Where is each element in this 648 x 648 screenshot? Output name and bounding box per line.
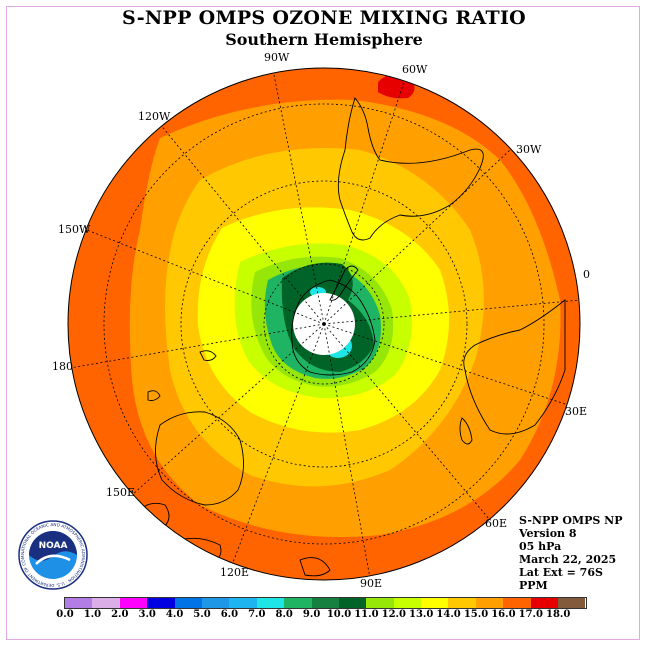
coastlines [139, 97, 566, 577]
lon-label-120w: 120W [138, 110, 171, 123]
lon-label-60w: 60W [402, 63, 428, 76]
info-version: Version 8 [519, 527, 577, 540]
colorbar-tick-label: 0.0 [56, 609, 74, 620]
colorbar-swatch [366, 598, 394, 608]
colorbar-tick-label: 17.0 [518, 609, 543, 620]
colorbar-tick-label: 3.0 [138, 609, 156, 620]
colorbar-swatch [503, 598, 531, 608]
colorbar-swatch [558, 598, 586, 608]
info-date: March 22, 2025 [519, 553, 617, 566]
colorbar-tick-label: 18.0 [546, 609, 571, 620]
colorbar-tick-label: 12.0 [381, 609, 406, 620]
lon-label-60e: 60E [485, 517, 508, 530]
lon-label-150e: 150E [106, 486, 136, 499]
colorbar-tick-label: 5.0 [193, 609, 211, 620]
colorbar-swatch [147, 598, 175, 608]
colorbar-tick-label: 10.0 [326, 609, 352, 620]
colorbar-tick-label: 6.0 [220, 609, 239, 620]
colorbar-swatch [448, 598, 476, 608]
colorbar-swatch [119, 598, 148, 608]
image-frame [6, 6, 640, 640]
colorbar-swatch [311, 598, 339, 608]
colorbar-tick-label: 2.0 [111, 609, 129, 620]
info-units: PPM [519, 579, 548, 592]
lon-label-180: 180 [52, 360, 73, 373]
colorbar-tick-label: 11.0 [354, 609, 379, 620]
colorbar-tick-label: 9.0 [302, 609, 321, 620]
colorbar-tick-label: 4.0 [165, 609, 184, 620]
colorbar-swatch [229, 598, 257, 608]
ozone-field [68, 68, 580, 580]
colorbar-tick-label: 13.0 [409, 609, 434, 620]
colorbar-swatch [256, 598, 285, 608]
info-product: S-NPP OMPS NP [519, 514, 623, 527]
map-title: S-NPP OMPS OZONE MIXING RATIO [121, 7, 527, 29]
lon-label-30e: 30E [565, 405, 588, 418]
colorbar-tick-label: 15.0 [463, 609, 489, 620]
lon-label-150w: 150W [58, 223, 91, 236]
graticule [69, 69, 580, 579]
colorbar-swatch [174, 598, 202, 608]
colorbar-tick-label: 7.0 [248, 609, 266, 620]
product-info: S-NPP OMPS NP Version 8 05 hPa March 22,… [519, 514, 622, 592]
colorbar-tick-label: 8.0 [275, 609, 293, 620]
colorbar-tick-label: 1.0 [83, 609, 102, 620]
lon-label-90e: 90E [360, 577, 383, 590]
info-level: 05 hPa [519, 540, 562, 553]
colorbar-swatch [201, 598, 230, 608]
lon-label-30w: 30W [516, 143, 542, 156]
map-subtitle: Southern Hemisphere [225, 30, 423, 49]
noaa-logo-text: NOAA [39, 541, 68, 551]
map-border [67, 67, 581, 581]
colorbar-tick-label: 16.0 [491, 609, 516, 620]
colorbar-swatch [92, 598, 120, 608]
colorbar-swatch [284, 598, 312, 608]
lon-label-90w: 90W [264, 51, 290, 64]
colorbar-tick-label: 14.0 [436, 609, 461, 620]
colorbar-swatch [530, 598, 559, 608]
info-lat-ext: Lat Ext = 76S [519, 566, 603, 579]
colorbar-swatch [338, 598, 367, 608]
noaa-logo: NATIONAL OCEANIC AND ATMOSPHERIC ADMINIS… [18, 520, 88, 590]
lon-label-0: 0 [583, 268, 590, 281]
colorbar [64, 597, 587, 609]
colorbar-swatch [421, 598, 449, 608]
lon-label-120e: 120E [220, 566, 250, 579]
colorbar-swatch [65, 598, 93, 608]
colorbar-swatch [393, 598, 422, 608]
colorbar-swatch [475, 598, 504, 608]
